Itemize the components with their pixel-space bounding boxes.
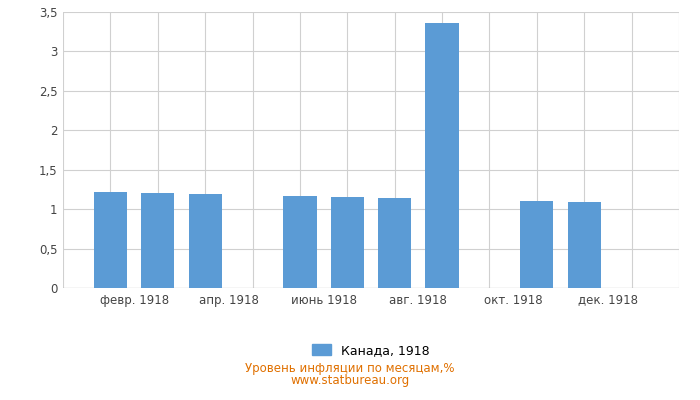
Legend: Канада, 1918: Канада, 1918 — [312, 344, 430, 357]
Bar — [426, 23, 458, 288]
Text: www.statbureau.org: www.statbureau.org — [290, 374, 410, 387]
Bar — [284, 196, 316, 288]
Bar — [188, 194, 222, 288]
Bar — [141, 193, 174, 288]
Bar — [378, 198, 412, 288]
Bar — [94, 192, 127, 288]
Text: Уровень инфляции по месяцам,%: Уровень инфляции по месяцам,% — [245, 362, 455, 375]
Bar — [520, 201, 554, 288]
Bar — [330, 196, 364, 288]
Bar — [568, 202, 601, 288]
